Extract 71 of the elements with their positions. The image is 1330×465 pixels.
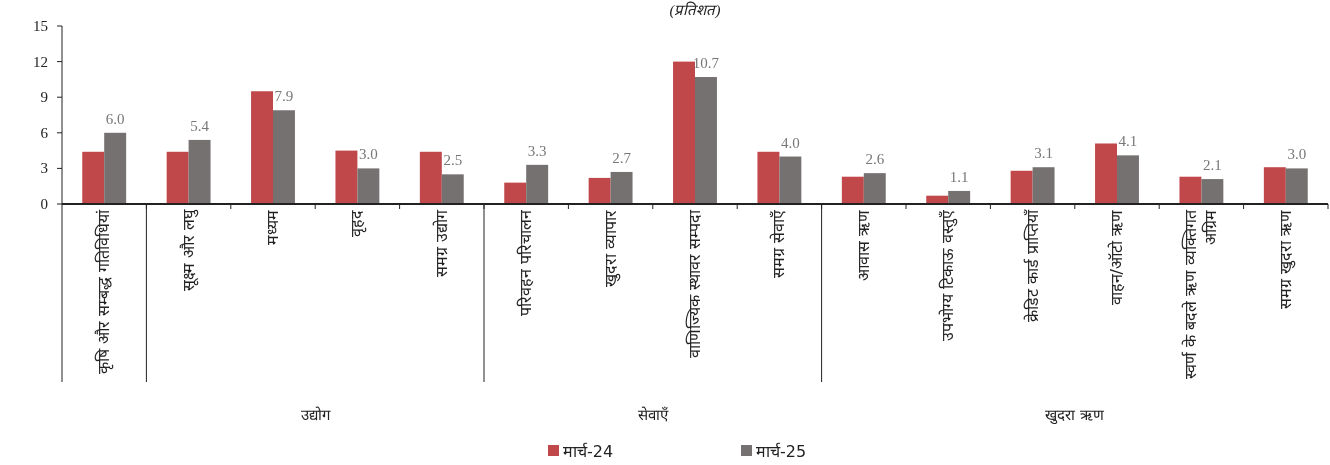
bar bbox=[779, 156, 802, 204]
x-tick-label: समग्र खुदरा ऋण bbox=[1275, 210, 1296, 312]
bar bbox=[1285, 168, 1308, 204]
legend-label: मार्च-25 bbox=[756, 442, 807, 461]
x-tick-label: क्रेडिट कार्ड प्राप्तियाँ bbox=[1022, 210, 1043, 325]
bar bbox=[188, 139, 211, 204]
bar bbox=[1010, 170, 1033, 204]
bar bbox=[757, 151, 780, 204]
bar bbox=[673, 61, 695, 204]
bar bbox=[357, 168, 380, 204]
bar bbox=[273, 110, 295, 204]
bar bbox=[82, 151, 105, 204]
bar bbox=[335, 150, 358, 204]
bar bbox=[1263, 167, 1286, 204]
data-label: 3.0 bbox=[359, 146, 378, 163]
data-label: 3.0 bbox=[1287, 146, 1307, 163]
bar bbox=[251, 91, 273, 204]
x-tick-label: परिवहन परिचालन bbox=[516, 210, 537, 319]
bar bbox=[504, 182, 527, 204]
data-label: 5.4 bbox=[190, 117, 210, 134]
x-tick-label: उपभोग्य टिकाऊ वस्तुएँ bbox=[938, 210, 959, 344]
bar bbox=[104, 132, 127, 204]
text: उद्योग bbox=[300, 406, 331, 424]
x-tick-label: वाणिज्यिक स्थावर सम्पदा bbox=[685, 210, 705, 361]
y-tick-label: 15 bbox=[33, 18, 48, 34]
x-tick-label: मध्यम bbox=[263, 210, 283, 247]
data-label: 1.1 bbox=[949, 168, 969, 185]
x-tick-label: वाहन/ऑटो ऋण bbox=[1107, 210, 1127, 308]
x-tick-label: वृहद bbox=[347, 210, 368, 239]
x-tick-label: खुदरा व्यापार bbox=[600, 210, 621, 290]
text: सेवाएँ bbox=[637, 406, 669, 424]
y-tick-label: 3 bbox=[40, 160, 48, 177]
text: खुदरा ऋण bbox=[1045, 406, 1106, 425]
data-label: 2.7 bbox=[612, 149, 632, 166]
bar bbox=[1117, 155, 1139, 204]
bar bbox=[166, 151, 189, 204]
bar bbox=[441, 174, 464, 204]
y-tick-label: 12 bbox=[33, 53, 48, 70]
bar bbox=[1201, 179, 1224, 204]
data-label: 7.9 bbox=[274, 88, 294, 105]
bar bbox=[526, 164, 549, 204]
y-tick-label: 6 bbox=[40, 124, 49, 141]
x-tick-label: सूक्ष्म और लघु bbox=[178, 210, 199, 294]
data-label: 3.1 bbox=[1034, 145, 1053, 162]
bar bbox=[948, 190, 971, 204]
bar bbox=[1032, 167, 1055, 204]
bar bbox=[1179, 176, 1202, 204]
bar bbox=[1095, 143, 1117, 204]
data-label: 2.1 bbox=[1203, 157, 1222, 174]
bar bbox=[610, 171, 633, 204]
y-tick-label: 9 bbox=[40, 89, 48, 106]
data-label: 2.5 bbox=[443, 152, 463, 169]
legend-label: मार्च-24 bbox=[563, 442, 614, 461]
bar bbox=[695, 77, 717, 204]
data-label: 3.3 bbox=[527, 142, 547, 159]
bar bbox=[841, 176, 864, 204]
data-label: 6.0 bbox=[105, 110, 125, 127]
bar bbox=[863, 173, 886, 204]
x-tick-label: समग्र उद्योग bbox=[431, 210, 452, 280]
x-tick-label: स्वर्ण के बदले ऋण व्यक्तिगत अग्रिम bbox=[1181, 210, 1222, 382]
x-tick-label: समग्र सेवाएँ bbox=[769, 210, 790, 281]
chart-title: (प्रतिशत) bbox=[669, 1, 721, 19]
data-label: 10.7 bbox=[692, 55, 720, 72]
y-tick-label: 0 bbox=[40, 196, 48, 212]
x-tick-label: कृषि और सम्बद्ध गतिविधियां bbox=[94, 210, 115, 377]
bar bbox=[419, 151, 442, 204]
x-tick-label: आवास ऋण bbox=[853, 210, 874, 284]
data-label: 2.6 bbox=[865, 151, 885, 168]
data-label: 4.1 bbox=[1118, 133, 1138, 150]
data-label: 4.0 bbox=[781, 134, 800, 151]
bar bbox=[588, 177, 611, 204]
